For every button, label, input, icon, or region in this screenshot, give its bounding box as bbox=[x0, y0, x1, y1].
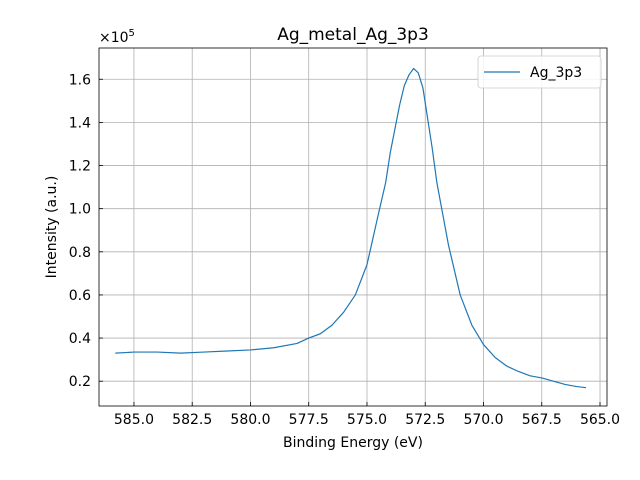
chart-title: Ag_metal_Ag_3p3 bbox=[277, 25, 429, 45]
y-tick-label: 1.2 bbox=[69, 159, 91, 175]
x-tick-label: 567.5 bbox=[522, 412, 562, 428]
y-tick: 1.2 bbox=[69, 159, 103, 175]
y-tick-label: 0.4 bbox=[69, 331, 91, 347]
x-tick-label: 580.0 bbox=[230, 412, 270, 428]
y-tick: 0.2 bbox=[69, 374, 103, 390]
x-tick: 565.0 bbox=[580, 402, 620, 428]
x-tick: 575.0 bbox=[347, 402, 387, 428]
y-tick-label: 0.2 bbox=[69, 374, 91, 390]
x-tick-label: 572.5 bbox=[405, 412, 445, 428]
y-tick-label: 1.0 bbox=[69, 202, 91, 218]
legend: Ag_3p3 bbox=[477, 55, 602, 89]
x-tick-label: 582.5 bbox=[172, 412, 212, 428]
x-tick-label: 585.0 bbox=[114, 412, 154, 428]
x-tick: 570.0 bbox=[463, 402, 504, 428]
y-tick: 1.4 bbox=[69, 115, 103, 131]
x-tick-label: 565.0 bbox=[580, 412, 620, 428]
x-tick-label: 575.0 bbox=[347, 412, 387, 428]
x-tick-label: 577.5 bbox=[289, 412, 329, 428]
y-tick-label: 0.6 bbox=[69, 288, 91, 304]
axes-frame bbox=[98, 47, 608, 407]
x-axis-label: Binding Energy (eV) bbox=[283, 435, 423, 451]
y-tick-label: 1.6 bbox=[69, 72, 91, 88]
x-tick: 585.0 bbox=[114, 402, 154, 428]
y-tick: 0.6 bbox=[69, 288, 103, 304]
x-tick: 567.5 bbox=[522, 402, 562, 428]
x-tick-label: 570.0 bbox=[463, 412, 503, 428]
y-tick: 0.4 bbox=[69, 331, 103, 347]
plot-area bbox=[115, 67, 587, 389]
y-axis-multiplier: ×105 bbox=[99, 28, 135, 46]
y-tick: 1.0 bbox=[69, 202, 103, 218]
y-axis-multiplier-base: ×10 bbox=[99, 30, 129, 46]
y-axis-ticks: 0.2 0.4 0.6 0.8 1.0 1.2 1.4 1.6 bbox=[69, 72, 103, 390]
x-axis-ticks: 585.0 582.5 580.0 577.5 575.0 572.5 570.0 567.5… bbox=[114, 402, 620, 428]
y-tick-label: 1.4 bbox=[69, 115, 91, 131]
x-tick: 582.5 bbox=[172, 402, 212, 428]
chart-grid bbox=[99, 48, 607, 406]
y-axis-multiplier-exponent: 5 bbox=[129, 28, 135, 39]
series-line-ag-3p3 bbox=[115, 67, 587, 389]
y-tick: 0.8 bbox=[69, 245, 103, 261]
y-tick-label: 0.8 bbox=[69, 245, 91, 261]
y-axis-label: Intensity (a.u.) bbox=[44, 176, 60, 279]
legend-label: Ag_3p3 bbox=[530, 65, 582, 81]
x-tick: 577.5 bbox=[289, 402, 329, 428]
y-tick: 1.6 bbox=[69, 72, 103, 88]
x-tick: 572.5 bbox=[405, 402, 445, 428]
x-tick: 580.0 bbox=[230, 402, 271, 428]
legend-box bbox=[477, 55, 602, 89]
